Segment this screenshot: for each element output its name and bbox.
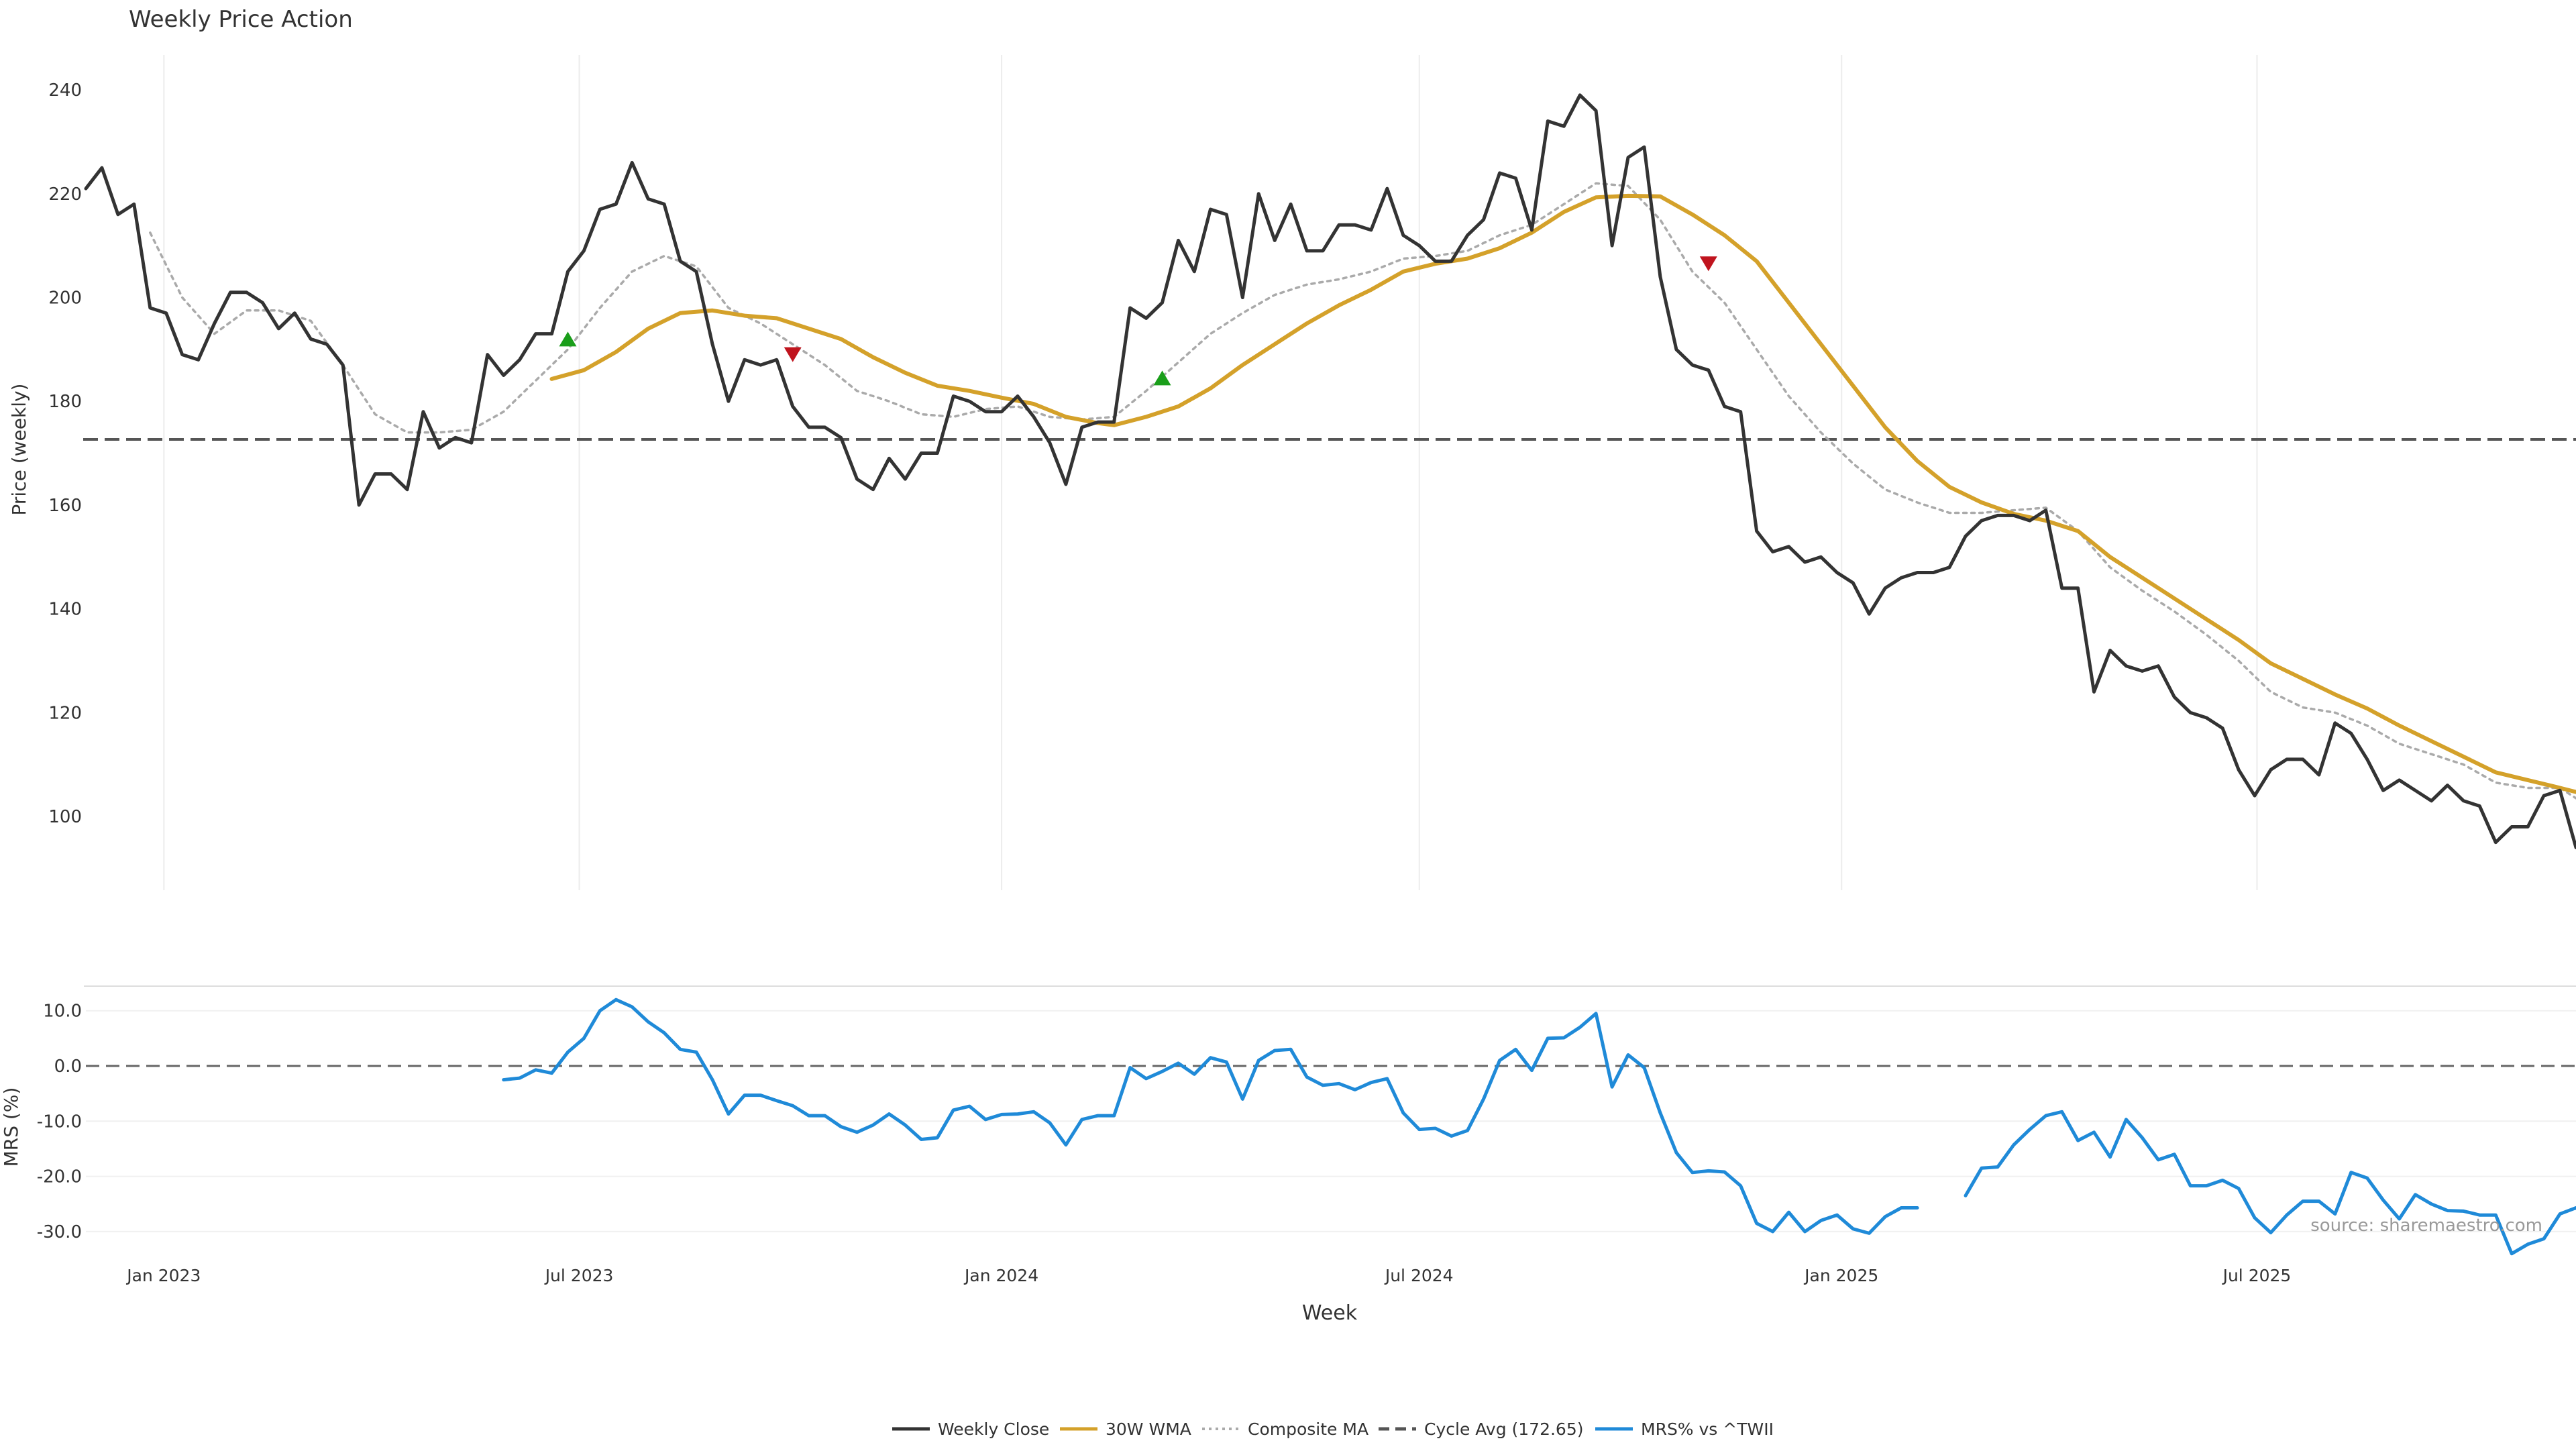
mrs-vs-twii-line: [502, 998, 1919, 1235]
mrs-y-tick-label: 0.0: [54, 1057, 82, 1077]
price-y-tick-label: 100: [48, 807, 82, 827]
mrs-y-tick-label: 10.0: [43, 1002, 82, 1022]
x-tick-label: Jul 2025: [2222, 1266, 2292, 1285]
price-y-tick-label: 160: [48, 496, 82, 516]
watermark: source: sharemaestro.com: [2310, 1216, 2542, 1236]
x-tick-label: Jan 2025: [1803, 1266, 1878, 1285]
x-tick-label: Jul 2023: [544, 1266, 614, 1285]
x-tick-label: Jan 2024: [963, 1266, 1038, 1285]
30w-wma-line: [549, 193, 2576, 794]
legend-label: Weekly Close: [938, 1419, 1049, 1439]
x-tick-label: Jan 2023: [125, 1266, 201, 1285]
price-panel: Weekly Price Action 100 120 140 160 180 200 22…: [8, 6, 2576, 890]
weekly-close-line: [84, 93, 2576, 849]
x-axis-ticks: Jan 2023 Jul 2023 Jan 2024 Jul 2024 Jan 2025…: [125, 1266, 2291, 1285]
legend: Weekly Close 30W WMA Composite MA Cycle Avg…: [892, 1419, 1774, 1439]
chart-title: Weekly Price Action: [129, 6, 353, 33]
price-y-axis-label: Price (weekly): [8, 384, 30, 516]
buy-signal-marker: [1153, 370, 1171, 386]
x-axis-label: Week: [1302, 1301, 1358, 1325]
price-y-tick-label: 240: [48, 80, 82, 101]
price-y-tick-label: 180: [48, 392, 82, 412]
mrs-vs-twii-line: [1964, 1110, 2576, 1256]
legend-label: MRS% vs ^TWII: [1641, 1419, 1774, 1439]
price-y-tick-label: 220: [48, 184, 82, 205]
x-tick-label: Jul 2024: [1384, 1266, 1454, 1285]
legend-label: Composite MA: [1248, 1419, 1368, 1439]
mrs-y-grid: [86, 1010, 2576, 1232]
legend-label: 30W WMA: [1106, 1419, 1191, 1439]
price-y-tick-label: 120: [48, 703, 82, 723]
price-x-grid: [163, 55, 2258, 890]
mrs-y-axis-label: MRS (%): [0, 1087, 22, 1167]
mrs-y-tick-label: -20.0: [37, 1167, 82, 1187]
price-series: [84, 93, 2576, 849]
mrs-y-ticks: 10.0 0.0 -10.0 -20.0 -30.0: [37, 1002, 82, 1242]
price-y-ticks: 100 120 140 160 180 200 220 240: [48, 80, 82, 827]
mrs-y-tick-label: -10.0: [37, 1112, 82, 1132]
sell-signal-marker: [784, 347, 802, 362]
legend-label: Cycle Avg (172.65): [1424, 1419, 1584, 1439]
price-y-tick-label: 140: [48, 600, 82, 620]
sell-signal-marker: [1699, 256, 1717, 272]
mrs-y-tick-label: -30.0: [37, 1222, 82, 1242]
price-y-tick-label: 200: [48, 288, 82, 309]
mrs-series: [502, 998, 2576, 1256]
signal-markers: [559, 256, 1717, 386]
composite-ma-line: [149, 182, 2576, 800]
mrs-panel: 10.0 0.0 -10.0 -20.0 -30.0 MRS (%) source: s…: [0, 985, 2576, 1256]
buy-signal-marker: [559, 331, 577, 347]
